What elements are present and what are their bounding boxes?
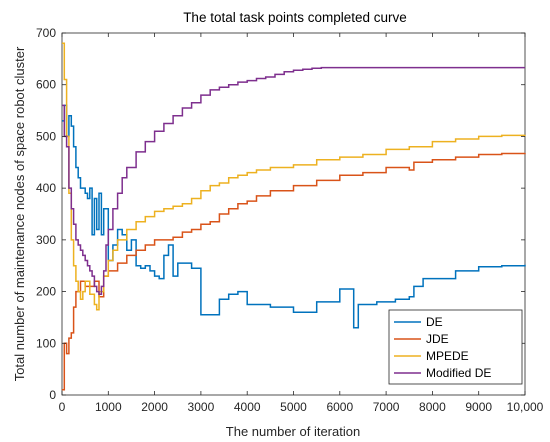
legend-label: MPEDE [426, 349, 469, 363]
series-line-3 [62, 42, 526, 311]
y-tick-label: 300 [36, 233, 56, 247]
y-tick-label: 500 [36, 129, 56, 143]
y-tick-label: 700 [36, 26, 56, 40]
series-line-4 [62, 66, 525, 295]
x-tick-label: 2000 [141, 400, 168, 414]
x-tick-label: 0 [59, 400, 66, 414]
x-tick-label: 7000 [373, 400, 400, 414]
chart-title: The total task points completed curve [183, 10, 407, 25]
x-tick-label: 1000 [95, 400, 122, 414]
legend-label: Modified DE [426, 366, 491, 380]
x-tick-label: 6000 [326, 400, 353, 414]
legend-label: JDE [426, 332, 449, 346]
x-axis-title: The number of iteration [226, 424, 360, 439]
x-tick-label: 10,000 [507, 400, 544, 414]
legend-label: DE [426, 315, 443, 329]
x-tick-label: 5000 [280, 400, 307, 414]
x-tick-label: 4000 [234, 400, 261, 414]
x-tick-label: 9000 [465, 400, 492, 414]
y-tick-label: 400 [36, 181, 56, 195]
series-group [62, 42, 526, 391]
axes-group: 0 1000 2000 3000 4000 5000 6000 7000 8000 9000 10,… [36, 26, 544, 414]
y-tick-label: 0 [49, 388, 56, 402]
y-tick-label: 100 [36, 336, 56, 350]
y-axis-title: Total number of maintenance nodes of spa… [12, 46, 27, 381]
series-line-2 [62, 152, 526, 391]
y-tick-label: 200 [36, 285, 56, 299]
legend: DE JDE MPEDE Modified DE [388, 309, 523, 385]
y-tick-label: 600 [36, 78, 56, 92]
series-line-1 [62, 104, 526, 329]
x-tick-label: 3000 [188, 400, 215, 414]
x-tick-label: 8000 [419, 400, 446, 414]
